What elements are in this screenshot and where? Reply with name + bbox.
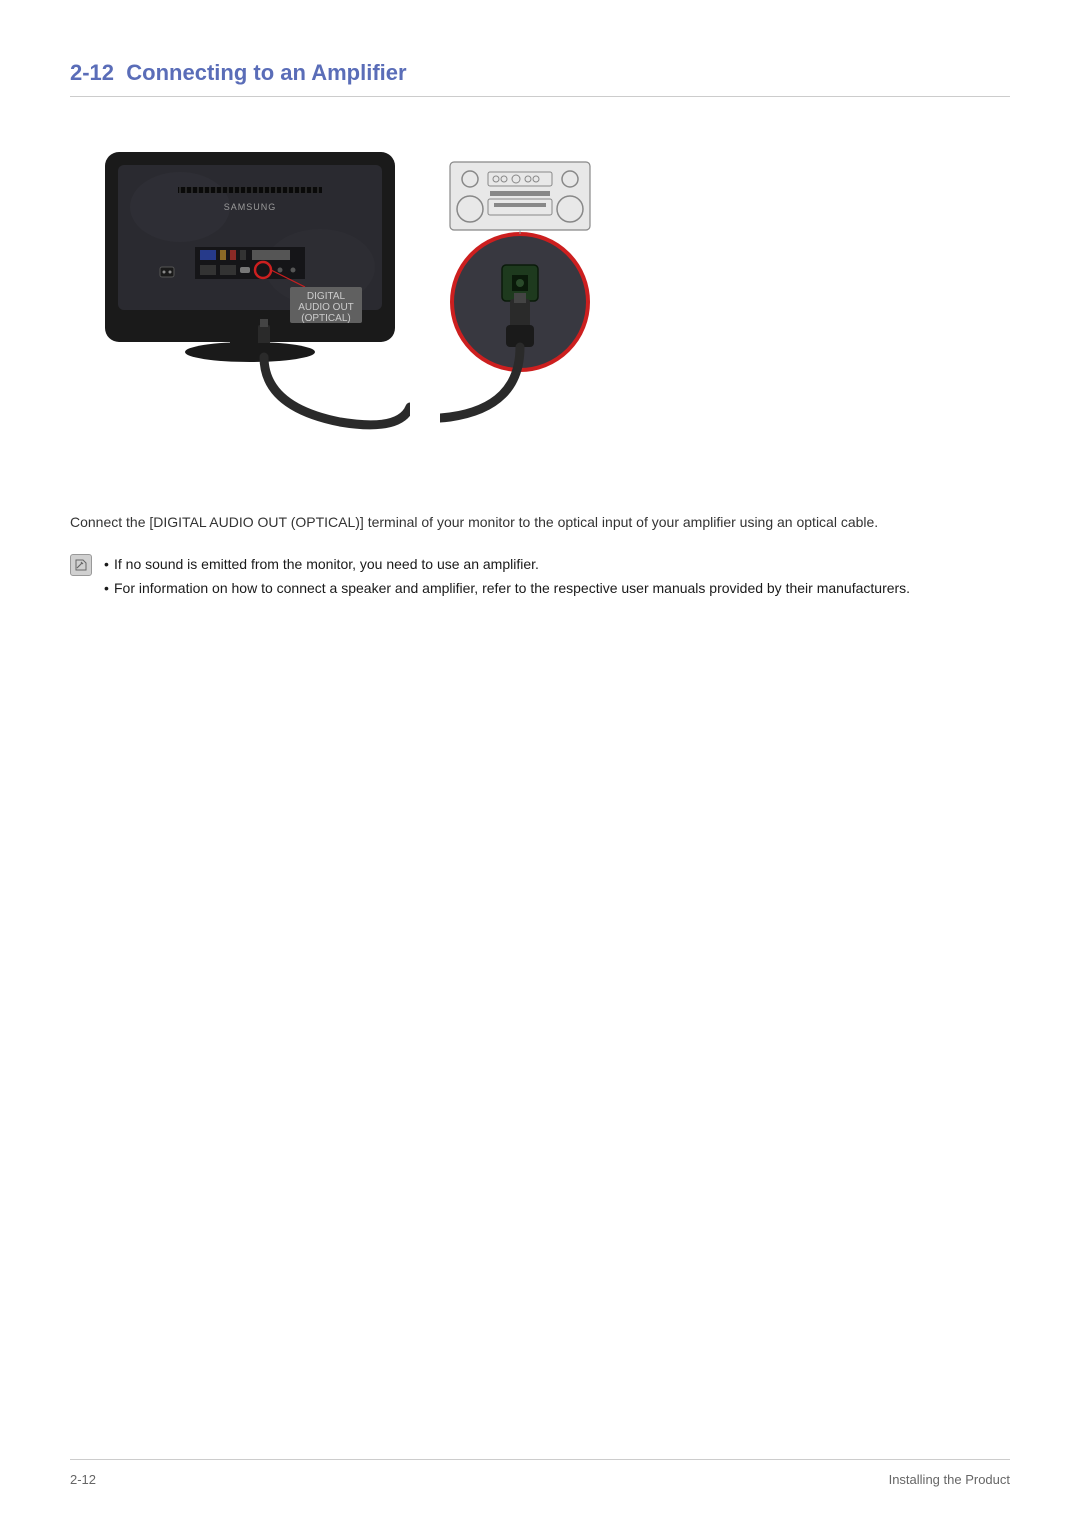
port-label-2: AUDIO OUT (298, 302, 354, 313)
monitor-illustration: SAMSUNG (100, 147, 410, 452)
section-title: Connecting to an Amplifier (126, 60, 406, 85)
section-number: 2-12 (70, 60, 114, 85)
footer-section-name: Installing the Product (889, 1472, 1010, 1487)
notes-list: If no sound is emitted from the monitor,… (104, 553, 910, 601)
section-heading: 2-12 Connecting to an Amplifier (70, 60, 1010, 97)
note-item: For information on how to connect a spea… (104, 577, 910, 601)
footer-page-number: 2-12 (70, 1472, 96, 1487)
note-icon (70, 554, 92, 576)
instruction-text: Connect the [DIGITAL AUDIO OUT (OPTICAL)… (70, 512, 1010, 533)
port-label-3: (OPTICAL) (301, 313, 350, 324)
note-item: If no sound is emitted from the monitor,… (104, 553, 910, 577)
page-content: 2-12 Connecting to an Amplifier (70, 60, 1010, 601)
brand-text: SAMSUNG (224, 202, 277, 212)
amplifier-illustration (440, 157, 640, 452)
port-label-1: DIGITAL (307, 291, 346, 302)
page-footer: 2-12 Installing the Product (70, 1459, 1010, 1487)
notes-section: If no sound is emitted from the monitor,… (70, 553, 1010, 601)
connection-diagram: SAMSUNG (100, 147, 1010, 452)
